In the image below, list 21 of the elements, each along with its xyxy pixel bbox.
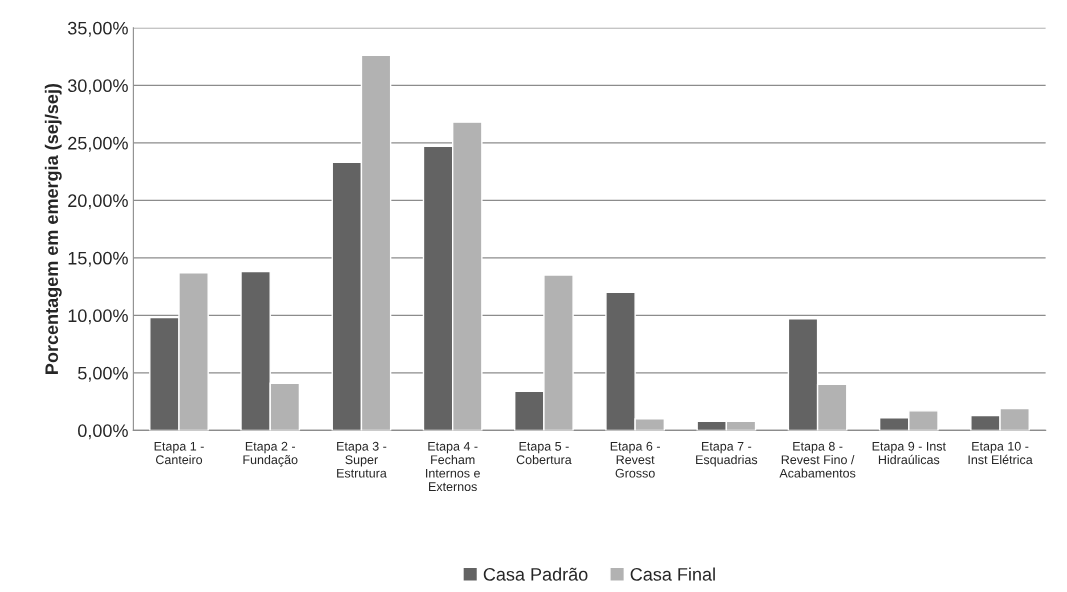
y-tick-label: 30,00% <box>67 79 128 95</box>
x-tick-label: Etapa 7 - Esquadrias <box>696 441 758 467</box>
legend-label: Casa Padrão <box>483 567 588 581</box>
x-tick-label: Etapa 2 - Fundação <box>243 441 298 467</box>
x-tick-label: Etapa 6 - Revest Grosso <box>610 441 660 478</box>
legend-label: Casa Final <box>630 567 715 581</box>
y-axis-title: Porcentagem em emergia (sej/sej) <box>44 83 62 374</box>
y-tick-label: 35,00% <box>67 21 128 37</box>
x-tick-label: Etapa 4 - Fecham Internos e Externos <box>426 441 480 492</box>
x-tick-label: Etapa 5 - Cobertura <box>516 441 572 465</box>
y-tick-label: 15,00% <box>68 251 128 267</box>
x-tick-label: Etapa 1 - Canteiro <box>154 441 204 465</box>
y-tick-label: 0,00% <box>78 424 128 440</box>
x-tick-label: Etapa 3 - Super Estrutura <box>337 441 387 478</box>
y-tick-label: 10,00% <box>68 309 128 325</box>
y-tick-label: 20,00% <box>68 194 128 210</box>
y-tick-label: 5,00% <box>78 366 128 382</box>
y-tick-label: 25,00% <box>68 136 128 152</box>
x-tick-label: Etapa 10 - Inst Elétrica <box>968 441 1033 465</box>
x-tick-label: Etapa 8 - Revest Fino / Acabamentos <box>779 441 856 478</box>
x-tick-label: Etapa 9 - Inst Hidraúlicas <box>872 441 946 465</box>
